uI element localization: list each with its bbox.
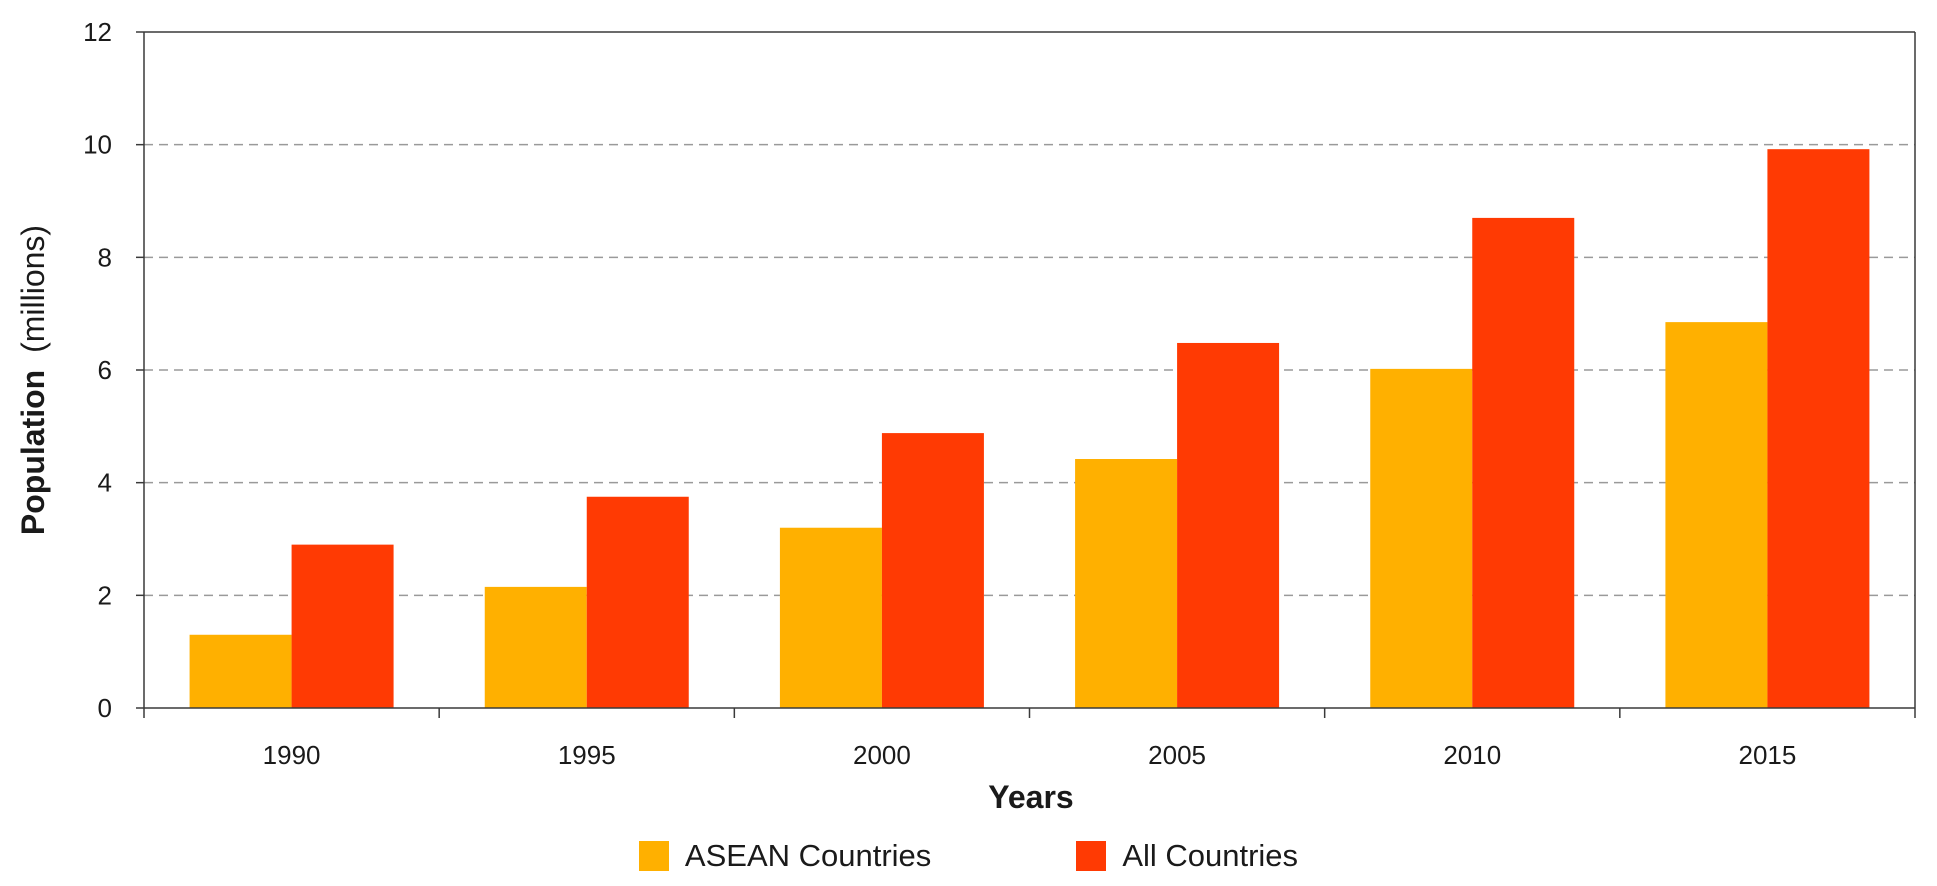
x-tick-label: 2005 xyxy=(1148,740,1206,770)
legend-swatch-all xyxy=(1076,841,1107,871)
bar-all-2000 xyxy=(881,433,984,708)
y-tick-label: 10 xyxy=(83,130,112,160)
axes xyxy=(136,31,1916,718)
y-tick-label: 6 xyxy=(98,355,112,385)
y-axis-title-main: Population xyxy=(15,370,51,535)
gridlines xyxy=(144,143,1915,597)
y-tick-label: 8 xyxy=(98,242,112,272)
bar-asean-1995 xyxy=(484,586,587,708)
legend-item-asean: ASEAN Countries xyxy=(638,838,932,874)
legend: ASEAN Countries All Countries xyxy=(0,838,1937,874)
y-tick-label: 2 xyxy=(98,580,112,610)
x-tick-label: 2015 xyxy=(1738,740,1796,770)
bars xyxy=(189,149,1870,708)
legend-item-all: All Countries xyxy=(1076,838,1298,874)
bar-all-1995 xyxy=(586,496,689,708)
bar-asean-1990 xyxy=(189,634,292,708)
bar-all-2005 xyxy=(1177,342,1280,708)
y-tick-label: 0 xyxy=(98,693,112,723)
bar-asean-2000 xyxy=(779,527,882,708)
legend-label-asean: ASEAN Countries xyxy=(684,838,932,873)
x-tick-label: 2010 xyxy=(1443,740,1501,770)
bar-asean-2010 xyxy=(1370,368,1473,708)
y-axis-title: Population (millions) xyxy=(15,225,51,535)
x-axis-ticks: 1990 1995 2000 2005 2010 2015 xyxy=(263,740,1797,770)
y-axis-ticks: 0 2 4 6 8 10 12 xyxy=(83,17,112,723)
bar-asean-2005 xyxy=(1075,459,1178,708)
bar-all-2010 xyxy=(1472,217,1575,708)
x-axis-title: Years xyxy=(988,779,1073,815)
y-axis-title-unit: (millions) xyxy=(15,225,51,353)
x-tick-label: 2000 xyxy=(853,740,911,770)
bar-all-2015 xyxy=(1767,149,1870,708)
bar-all-1990 xyxy=(291,544,394,708)
x-tick-label: 1995 xyxy=(558,740,616,770)
x-tick-label: 1990 xyxy=(263,740,321,770)
y-tick-label: 4 xyxy=(98,468,112,498)
y-tick-label: 12 xyxy=(83,17,112,47)
bar-asean-2015 xyxy=(1665,322,1768,708)
legend-label-all: All Countries xyxy=(1122,838,1299,873)
legend-swatch-asean xyxy=(638,841,669,871)
